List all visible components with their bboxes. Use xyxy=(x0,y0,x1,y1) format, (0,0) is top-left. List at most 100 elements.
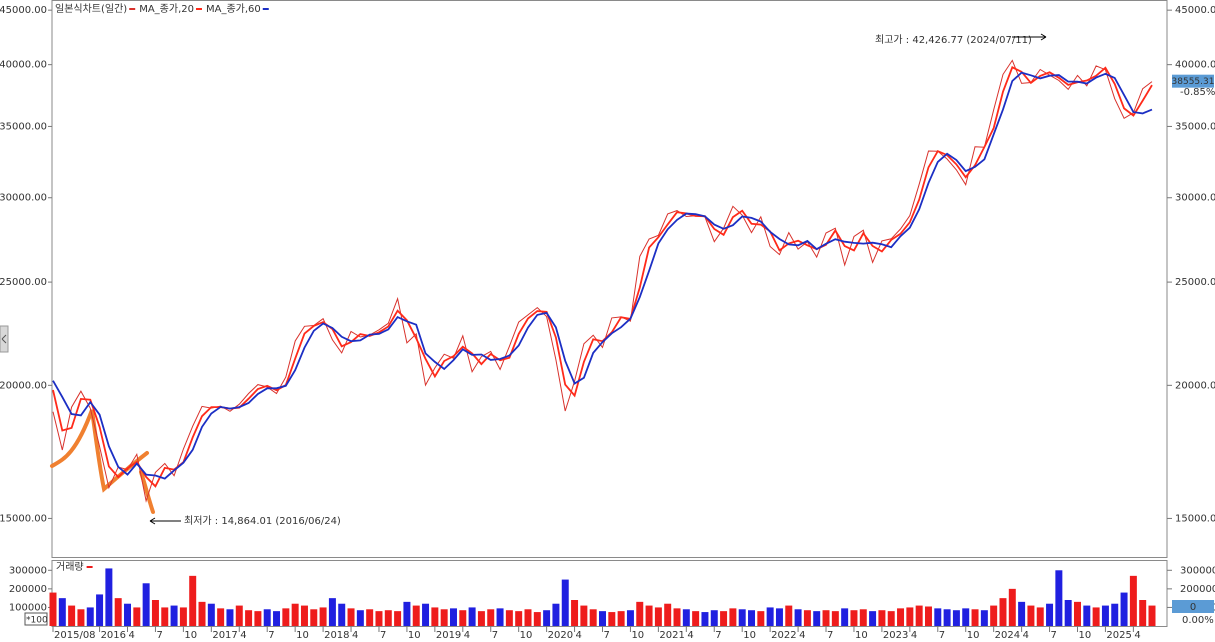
low-annotation: 최저가 : 14,864.01 (2016/06/24) xyxy=(184,515,341,527)
drawing-stroke xyxy=(139,470,155,514)
volume-bar xyxy=(217,608,225,626)
x-tick-label: 4 xyxy=(799,630,805,641)
volume-bar xyxy=(179,607,187,626)
legend-label: 일본식차트(일간) xyxy=(55,3,127,15)
change-label: -0.85% xyxy=(1180,87,1215,98)
volume-bar xyxy=(96,594,104,626)
volume-bar xyxy=(906,607,914,626)
volume-bar xyxy=(1073,601,1081,626)
volume-bar xyxy=(803,610,811,626)
volume-bar xyxy=(226,609,234,626)
volume-bar xyxy=(682,609,690,626)
volume-bar xyxy=(599,611,606,626)
y-tick-label: 25000.00 xyxy=(0,277,47,288)
volume-bar xyxy=(1008,588,1016,626)
volume-bar xyxy=(673,608,681,626)
volume-bar xyxy=(375,611,383,626)
x-tick-label: 4 xyxy=(687,630,693,641)
volume-bar xyxy=(990,605,998,626)
x-tick-label: 2020 xyxy=(548,630,573,641)
volume-bar xyxy=(822,610,830,626)
volume-bar xyxy=(1018,601,1026,626)
volume-bar xyxy=(561,579,569,626)
volume-bar xyxy=(701,612,709,626)
volume-bar xyxy=(412,605,420,626)
volume-bar xyxy=(161,607,169,626)
y2-tick-label: 30000.00 xyxy=(1175,193,1215,204)
x-tick-label: 10 xyxy=(967,630,980,641)
volume-bar xyxy=(273,611,281,626)
side-tab-arrow xyxy=(1,334,7,344)
y-tick-label: 100000 xyxy=(9,602,47,613)
legend-label: MA_종가,20 xyxy=(139,3,194,15)
volume-bar xyxy=(198,601,206,626)
volume-bar xyxy=(77,609,85,626)
x-tick-label: 2018 xyxy=(324,630,349,641)
x-tick-label: 7 xyxy=(380,630,386,641)
volume-bar xyxy=(962,608,970,626)
volume-bar xyxy=(524,609,532,626)
x-tick-label: 10 xyxy=(296,630,309,641)
volume-bar xyxy=(850,610,858,626)
volume-bar xyxy=(692,611,700,626)
unit-box xyxy=(24,612,48,626)
volume-bar xyxy=(496,608,504,626)
volume-bar xyxy=(477,611,485,626)
volume-bar xyxy=(328,598,336,626)
volume-bar xyxy=(515,611,523,626)
volume-bar xyxy=(189,575,197,626)
volume-bar xyxy=(422,603,430,626)
volume-bar xyxy=(766,607,774,626)
volume-bar xyxy=(86,607,94,626)
volume-bar xyxy=(487,609,495,626)
y-tick-label: 15000.00 xyxy=(0,513,47,524)
volume-bar xyxy=(626,610,634,626)
volume-bar xyxy=(571,600,579,626)
volume-bar xyxy=(589,609,597,626)
unit-label: *100 xyxy=(26,616,48,626)
volume-bar xyxy=(738,609,746,626)
volume-bar xyxy=(617,611,625,626)
x-tick-label: 7 xyxy=(1051,630,1057,641)
y-tick-label: 35000.00 xyxy=(0,121,47,132)
y2-tick-label: 20000.00 xyxy=(1175,380,1215,391)
volume-bar xyxy=(300,605,308,626)
volume-bar xyxy=(654,607,662,626)
x-tick-label: 10 xyxy=(184,630,197,641)
volume-bar xyxy=(785,605,793,626)
y-tick-label: 200000 xyxy=(9,584,47,595)
x-tick-label: 4 xyxy=(1134,630,1140,641)
volume-bar xyxy=(1129,575,1137,626)
volume-bar xyxy=(552,603,560,626)
volume-bar xyxy=(1092,607,1100,626)
volume-bar xyxy=(58,598,66,626)
y2-tick-label: 35000.00 xyxy=(1175,121,1215,132)
volume-title: 거래량 xyxy=(56,561,84,573)
volume-bar xyxy=(235,605,243,626)
volume-bar xyxy=(1027,605,1035,626)
x-tick-label: 4 xyxy=(1023,630,1029,641)
x-tick-label: 2023 xyxy=(883,630,908,641)
volume-bar xyxy=(1120,592,1128,626)
volume-bar xyxy=(878,610,886,626)
volume-bar xyxy=(1139,600,1147,626)
plot: 15000.00 15000.00 20000.00 20000.00 25000.00… xyxy=(0,3,1215,641)
last-price-label: 38555.31 xyxy=(1172,77,1215,87)
volume-bar xyxy=(813,611,821,626)
volume-bar xyxy=(757,611,765,626)
x-tick-label: 10 xyxy=(1078,630,1091,641)
volume-bar xyxy=(924,606,932,626)
legend-label: MA_종가,60 xyxy=(206,3,261,15)
x-tick-label: 4 xyxy=(464,630,470,641)
x-tick-label: 7 xyxy=(268,630,274,641)
volume-bar xyxy=(915,605,923,626)
volume-bar xyxy=(245,610,253,626)
y-tick-label: 300000 xyxy=(9,565,47,576)
volume-bar xyxy=(1083,605,1091,626)
high-arrow xyxy=(1012,33,1047,41)
volume-bar xyxy=(1046,603,1054,626)
y2-tick-label: 15000.00 xyxy=(1175,513,1215,524)
side-tab[interactable] xyxy=(0,325,9,353)
volume-bar xyxy=(533,612,541,626)
